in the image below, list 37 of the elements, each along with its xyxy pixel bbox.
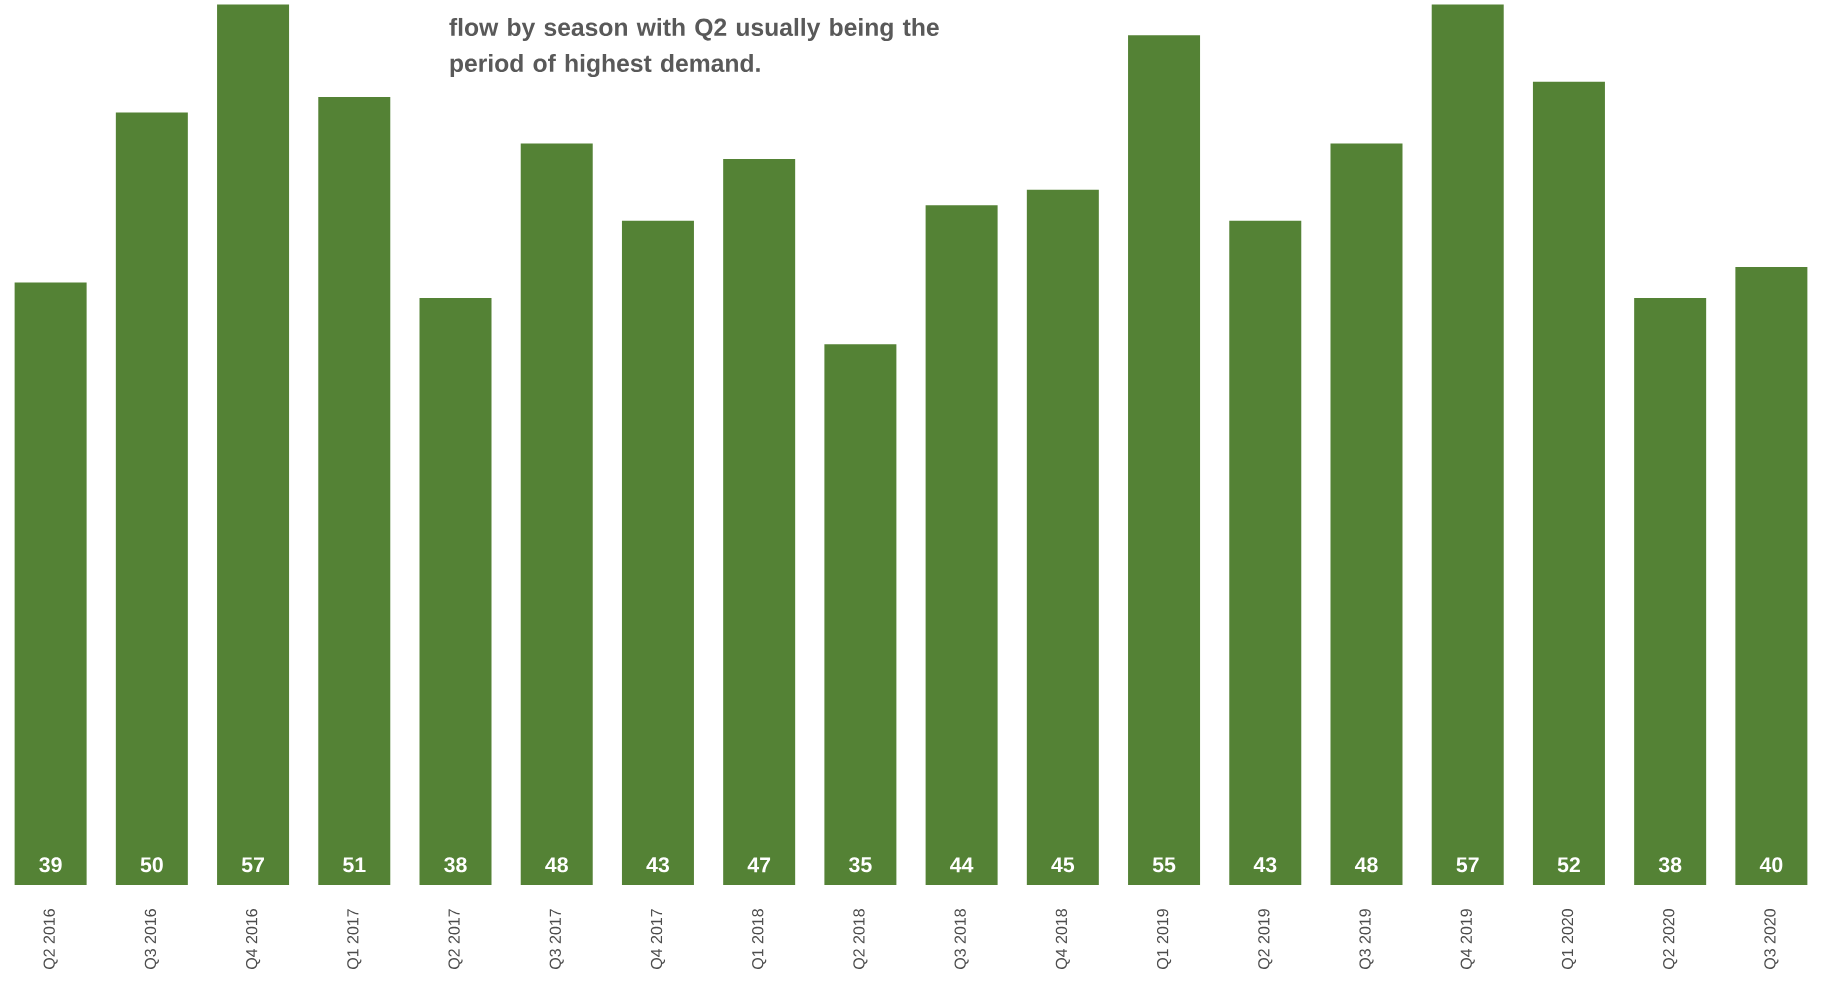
x-tick-label: Q1 2018	[752, 909, 767, 970]
x-tick-label: Q2 2020	[1663, 909, 1678, 970]
data-label: 43	[646, 857, 670, 873]
x-tick-label: Q1 2019	[1156, 909, 1172, 970]
data-label: 57	[1456, 857, 1479, 873]
x-tick-label: Q4 2016	[245, 909, 261, 970]
data-label: 38	[444, 857, 467, 873]
data-label: 43	[1253, 857, 1277, 873]
data-label: 48	[545, 857, 568, 873]
data-label: 50	[140, 857, 163, 873]
x-tick-label: Q2 2017	[448, 909, 463, 970]
data-label: 40	[1759, 857, 1783, 873]
x-tick-label: Q3 2019	[1359, 909, 1374, 970]
x-tick-label: Q4 2018	[1055, 909, 1070, 970]
data-label: 48	[1354, 857, 1378, 873]
data-label: 51	[343, 857, 366, 873]
x-tick-label: Q3 2020	[1764, 909, 1779, 970]
data-label: 55	[1152, 857, 1176, 873]
data-label: 52	[1557, 857, 1580, 873]
x-tick-label: Q1 2017	[347, 909, 362, 970]
x-tick-label: Q2 2019	[1258, 909, 1273, 970]
data-label: 44	[950, 857, 974, 873]
data-label: 45	[1051, 857, 1075, 873]
x-tick-label: Q3 2017	[549, 909, 564, 970]
data-label: 47	[747, 857, 771, 873]
data-label: 35	[849, 857, 872, 873]
annotation: flow by season with Q2 usually being the period of highest demand.	[449, 17, 939, 78]
data-label: 38	[1658, 857, 1682, 873]
x-tick-label: Q2 2016	[43, 909, 58, 970]
x-tick-label: Q4 2019	[1460, 909, 1475, 970]
data-label: 39	[39, 857, 62, 873]
x-tick-label: Q4 2017	[650, 909, 666, 970]
x-tick-label: Q1 2020	[1561, 909, 1577, 970]
x-tick-label: Q3 2016	[144, 909, 159, 970]
x-tick-label: Q2 2018	[853, 909, 868, 970]
x-tick-label: Q3 2018	[954, 909, 969, 970]
data-label: 57	[241, 857, 264, 873]
